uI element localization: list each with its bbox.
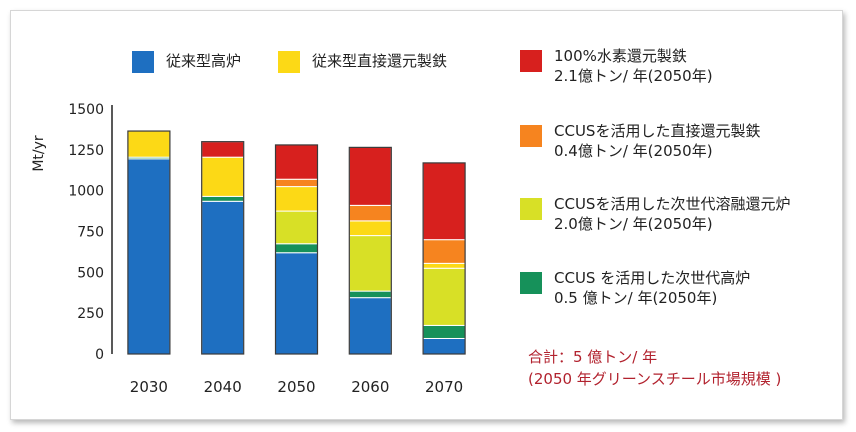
bar-segment-2060-5 [348, 204, 392, 222]
bar-segment-2040-1 [201, 200, 245, 355]
legend-swatch [132, 51, 154, 73]
bar-segment-2030-4 [127, 130, 171, 158]
legend-swatch [278, 51, 300, 73]
total-line-2: (2050 年グリーンスチール市場規模 ) [528, 369, 782, 388]
bar-segment-2050-1 [275, 252, 318, 355]
legend-item-ccus-next-furnace: CCUSを活用した次世代溶融還元炉 2.0億トン/ 年(2050年) [520, 194, 790, 235]
bar-segment-2040-2 [201, 195, 245, 202]
legend-label: CCUSを活用した次世代溶融還元炉 2.0億トン/ 年(2050年) [554, 195, 791, 234]
bar-segment-2070-2 [422, 324, 466, 339]
bar-segment-2070-5 [422, 239, 466, 264]
bar-outline-2040 [201, 141, 245, 355]
y-axis-title: Mt/yr [31, 135, 47, 172]
bar-segment-2050-5 [275, 178, 318, 188]
x-tick-label: 2070 [425, 378, 463, 396]
bar-segment-2050-2 [275, 243, 318, 254]
bar-segment-2060-1 [348, 297, 392, 355]
y-tick-label: 750 [77, 225, 104, 241]
legend-label: 100%水素還元製鉄 2.1億トン/ 年(2050年) [554, 47, 713, 86]
x-tick-label: 2060 [351, 378, 389, 396]
bar-segment-2030-1 [127, 158, 171, 355]
y-tick-label: 250 [77, 306, 104, 322]
legend-label: CCUS を活用した次世代高炉 0.5 億トン/ 年(2050年) [554, 269, 751, 308]
y-tick-label: 500 [77, 265, 104, 281]
x-tick-label: 2040 [204, 378, 242, 396]
bar-segment-2060-6 [348, 146, 392, 206]
bar-segment-2070-3 [422, 267, 466, 326]
bar-segment-2050-3 [275, 210, 318, 245]
legend-label: 従来型高炉 [166, 52, 242, 70]
legend-item-ccus-next-blast-furnace: CCUS を活用した次世代高炉 0.5 億トン/ 年(2050年) [520, 268, 750, 309]
y-tick-label: 1000 [68, 184, 104, 200]
bar-segment-2070-6 [422, 162, 466, 241]
legend-label: CCUSを活用した直接還元製鉄 0.4億トン/ 年(2050年) [554, 122, 761, 161]
bar-segment-2050-6 [275, 144, 318, 180]
legend-swatch [520, 125, 542, 147]
bar-segment-2060-3 [348, 235, 392, 292]
y-tick-label: 1250 [68, 143, 104, 159]
bar-segment-2040-6 [201, 141, 245, 158]
bar-segment-2070-4 [422, 262, 466, 269]
bar-outline-2070 [422, 162, 466, 355]
x-tick-label: 2050 [277, 378, 315, 396]
x-tick-label: 2030 [130, 378, 168, 396]
bar-outline-2030 [127, 130, 171, 355]
legend-swatch [520, 272, 542, 294]
legend-label: 従来型直接還元製鉄 [312, 52, 448, 70]
bar-segment-2050-4 [275, 186, 318, 212]
bar-outline-2060 [348, 146, 392, 355]
legend-item-blast-furnace: 従来型高炉 [132, 51, 241, 73]
bar-segment-2060-2 [348, 290, 392, 299]
legend-swatch [520, 50, 542, 72]
legend-swatch [520, 198, 542, 220]
legend-item-dri: 従来型直接還元製鉄 [278, 51, 447, 73]
y-tick-label: 1500 [68, 102, 104, 118]
legend-item-hydrogen: 100%水素還元製鉄 2.1億トン/ 年(2050年) [520, 46, 713, 87]
y-tick-label: 0 [95, 347, 104, 363]
bar-segment-2060-4 [348, 220, 392, 237]
total-note: 合計：5 億トン/ 年 (2050 年グリーンスチール市場規模 ) [528, 347, 781, 391]
bar-segment-2070-1 [422, 337, 466, 355]
legend-item-ccus-dri: CCUSを活用した直接還元製鉄 0.4億トン/ 年(2050年) [520, 121, 760, 162]
bar-outline-2050 [274, 144, 319, 355]
stacked-bar-chart: 0 250 500 750 1000 1250 1500 Mt/yr 2030 2040 2050 2… [31, 102, 466, 396]
chart-card: 0 250 500 750 1000 1250 1500 Mt/yr 2030 2040 2050 2… [10, 10, 843, 420]
total-line-1: 合計：5 億トン/ 年 [528, 348, 658, 366]
bar-segment-2040-4 [201, 156, 245, 197]
